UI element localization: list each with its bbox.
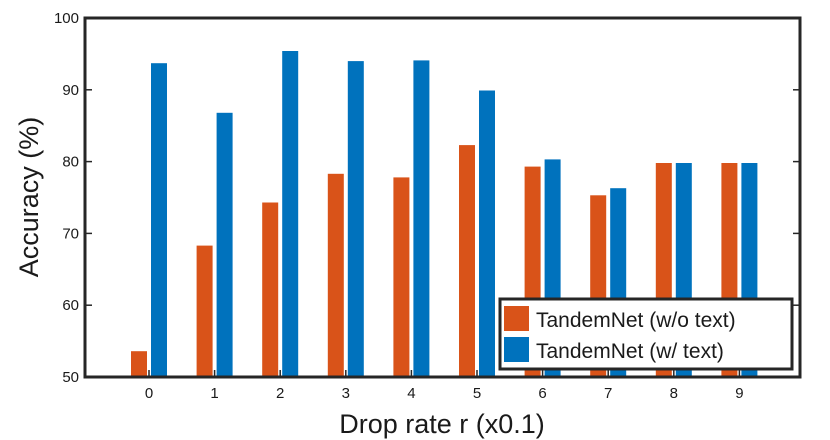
x-tick-label-9: 9 bbox=[735, 385, 743, 402]
x-tick-label-1: 1 bbox=[210, 385, 218, 402]
y-tick-label-60: 60 bbox=[62, 297, 79, 314]
legend-label-wo-text: TandemNet (w/o text) bbox=[536, 309, 736, 332]
y-tick-label-90: 90 bbox=[62, 82, 79, 99]
y-tick-label-100: 100 bbox=[54, 10, 79, 27]
y-tick-label-80: 80 bbox=[62, 154, 79, 171]
bar-wo-text-0 bbox=[131, 351, 147, 377]
y-tick-label-50: 50 bbox=[62, 369, 79, 386]
axes-box bbox=[83, 16, 802, 379]
x-tick-label-0: 0 bbox=[145, 385, 153, 402]
legend-label-w-text: TandemNet (w/ text) bbox=[536, 340, 724, 363]
x-axis-title: Drop rate r (x0.1) bbox=[339, 409, 545, 439]
ticks-group: 0 1 2 3 4 5 6 7 8 9 50 60 70 80 90 100 bbox=[54, 10, 800, 402]
bar-w-text-0 bbox=[151, 63, 167, 377]
bar-w-text-5 bbox=[479, 90, 495, 377]
y-axis-title: Accuracy (%) bbox=[14, 117, 44, 278]
x-tick-label-3: 3 bbox=[342, 385, 350, 402]
x-tick-label-8: 8 bbox=[670, 385, 678, 402]
legend: TandemNet (w/o text) TandemNet (w/ text) bbox=[498, 297, 794, 371]
bar-wo-text-2 bbox=[262, 202, 279, 377]
y-tick-label-70: 70 bbox=[62, 225, 79, 242]
legend-swatch-w-text bbox=[504, 337, 529, 362]
bar-wo-text-4 bbox=[393, 177, 410, 377]
bar-wo-text-1 bbox=[196, 245, 213, 377]
bar-w-text-2 bbox=[282, 51, 299, 377]
legend-box bbox=[498, 297, 794, 371]
x-tick-label-4: 4 bbox=[407, 385, 415, 402]
legend-swatch-wo-text bbox=[504, 306, 529, 331]
x-tick-label-7: 7 bbox=[604, 385, 612, 402]
x-tick-label-5: 5 bbox=[473, 385, 481, 402]
bar-w-text-1 bbox=[216, 112, 233, 378]
bar-w-text-4 bbox=[413, 60, 430, 378]
bar-wo-text-5 bbox=[459, 145, 475, 377]
bar-wo-text-3 bbox=[327, 173, 344, 377]
x-tick-label-2: 2 bbox=[276, 385, 284, 402]
bar-w-text-3 bbox=[347, 61, 364, 377]
x-tick-label-6: 6 bbox=[538, 385, 546, 402]
